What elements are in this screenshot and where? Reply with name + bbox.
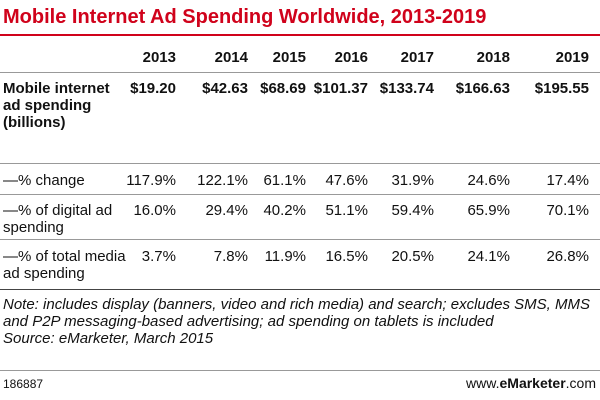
row-rule — [0, 163, 600, 164]
cell: 61.1% — [263, 172, 306, 189]
cell: 16.0% — [133, 202, 176, 219]
header-rule — [0, 72, 600, 73]
site-suffix: .com — [565, 375, 596, 391]
title: Mobile Internet Ad Spending Worldwide, 2… — [3, 6, 487, 28]
cell: 3.7% — [141, 248, 176, 265]
table-bottom-rule — [0, 289, 600, 290]
column-header: 2015 — [272, 49, 306, 66]
cell: 122.1% — [197, 172, 248, 189]
site: www.eMarketer.com — [466, 375, 596, 391]
cell: $19.20 — [130, 80, 176, 97]
cell: 51.1% — [325, 202, 368, 219]
cell: $166.63 — [455, 80, 510, 97]
notes: Note: includes display (banners, video a… — [3, 296, 597, 347]
row-label: —% change — [3, 172, 85, 189]
cell: 29.4% — [205, 202, 248, 219]
column-header: 2013 — [142, 49, 176, 66]
note: Note: includes display (banners, video a… — [3, 296, 590, 330]
cell: 117.9% — [126, 172, 176, 189]
cell: 31.9% — [391, 172, 434, 189]
cell: 70.1% — [546, 202, 589, 219]
cell: $195.55 — [534, 80, 589, 97]
site-prefix: www. — [466, 375, 500, 391]
cell: $68.69 — [260, 80, 306, 97]
cell: 11.9% — [264, 248, 306, 265]
cell: 47.6% — [325, 172, 368, 189]
row-rule — [0, 239, 600, 240]
cell: 65.9% — [467, 202, 510, 219]
cell: 20.5% — [391, 248, 434, 265]
source: Source: eMarketer, March 2015 — [3, 330, 214, 347]
row-rule — [0, 194, 600, 195]
cell: $42.63 — [202, 80, 248, 97]
cell: $101.37 — [313, 80, 368, 97]
chart-id: 186887 — [3, 377, 44, 391]
cell: 24.6% — [467, 172, 510, 189]
cell: 17.4% — [546, 172, 589, 189]
row-label: —% of total media ad spending — [3, 248, 126, 282]
site-brand: eMarketer — [499, 375, 566, 391]
title-rule — [0, 34, 600, 36]
row-label: Mobile internet ad spending (billions) — [3, 80, 110, 131]
cell: 59.4% — [391, 202, 434, 219]
cell: 26.8% — [546, 248, 589, 265]
cell: 24.1% — [467, 248, 510, 265]
cell: 40.2% — [263, 202, 306, 219]
cell: 7.8% — [213, 248, 248, 265]
column-header: 2017 — [400, 49, 434, 66]
cell: $133.74 — [379, 80, 434, 97]
footer-rule — [0, 370, 600, 371]
column-header: 2014 — [214, 49, 248, 66]
cell: 16.5% — [325, 248, 368, 265]
row-label: —% of digital ad spending — [3, 202, 113, 236]
column-header: 2018 — [476, 49, 510, 66]
column-header: 2016 — [334, 49, 368, 66]
column-header: 2019 — [555, 49, 589, 66]
